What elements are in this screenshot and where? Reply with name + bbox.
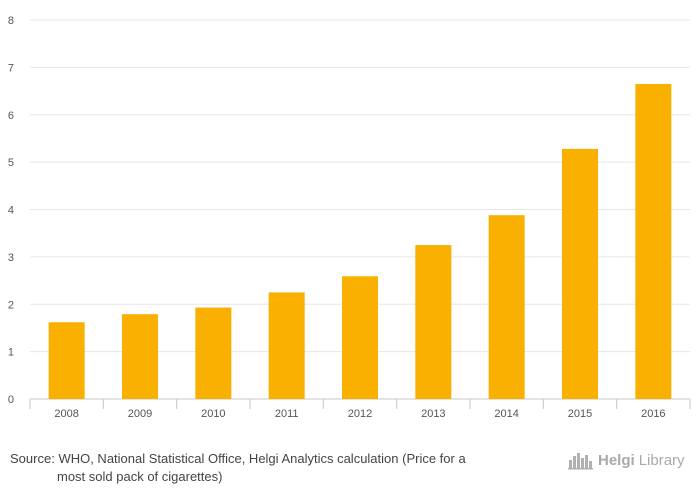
bar [415, 245, 452, 399]
y-tick-label: 0 [8, 394, 14, 406]
city-skyline-icon [568, 453, 593, 470]
helgi-library-logo: Helgi Library [568, 450, 685, 470]
source-text-line1: WHO, National Statistical Office, Helgi … [58, 451, 466, 466]
y-tick-label: 7 [8, 62, 14, 74]
y-tick-label: 3 [8, 252, 14, 264]
x-tick-label: 2014 [494, 408, 518, 420]
x-tick-label: 2011 [275, 408, 299, 420]
bar [195, 307, 232, 399]
logo-text-library: Library [638, 451, 685, 469]
y-tick-label: 4 [8, 205, 14, 217]
source-label: Source: [10, 451, 55, 466]
bar-chart: 0 1 2 3 4 5 6 7 8 2008 2009 2010 2011 2012 2013 2014 201… [8, 15, 691, 420]
x-tick-label: 2008 [54, 408, 78, 420]
x-tick-label: 2015 [568, 408, 592, 420]
bar [122, 314, 158, 399]
bar [268, 292, 305, 399]
bar [635, 83, 672, 400]
chart-svg: 0 1 2 3 4 5 6 7 8 2008 2009 2010 2011 2012 2013 2014 201… [8, 15, 691, 420]
logo-text-helgi: Helgi [598, 451, 635, 469]
bar [562, 148, 598, 399]
x-tick-label: 2010 [201, 408, 225, 420]
y-tick-label: 1 [8, 347, 14, 359]
y-tick-label: 5 [8, 157, 14, 169]
y-tick-label: 2 [8, 299, 14, 311]
x-tick-label: 2009 [128, 408, 152, 420]
source-note: Source: WHO, National Statistical Office… [10, 450, 530, 486]
x-tick-label: 2016 [641, 408, 665, 420]
bar [48, 322, 85, 399]
x-tick-label: 2012 [348, 408, 372, 420]
bar [488, 215, 525, 399]
x-tick-label: 2013 [421, 408, 445, 420]
source-text-line2: most sold pack of cigarettes) [57, 469, 223, 484]
y-tick-label: 6 [8, 110, 14, 122]
y-tick-label: 8 [8, 15, 14, 27]
bar [342, 276, 378, 399]
